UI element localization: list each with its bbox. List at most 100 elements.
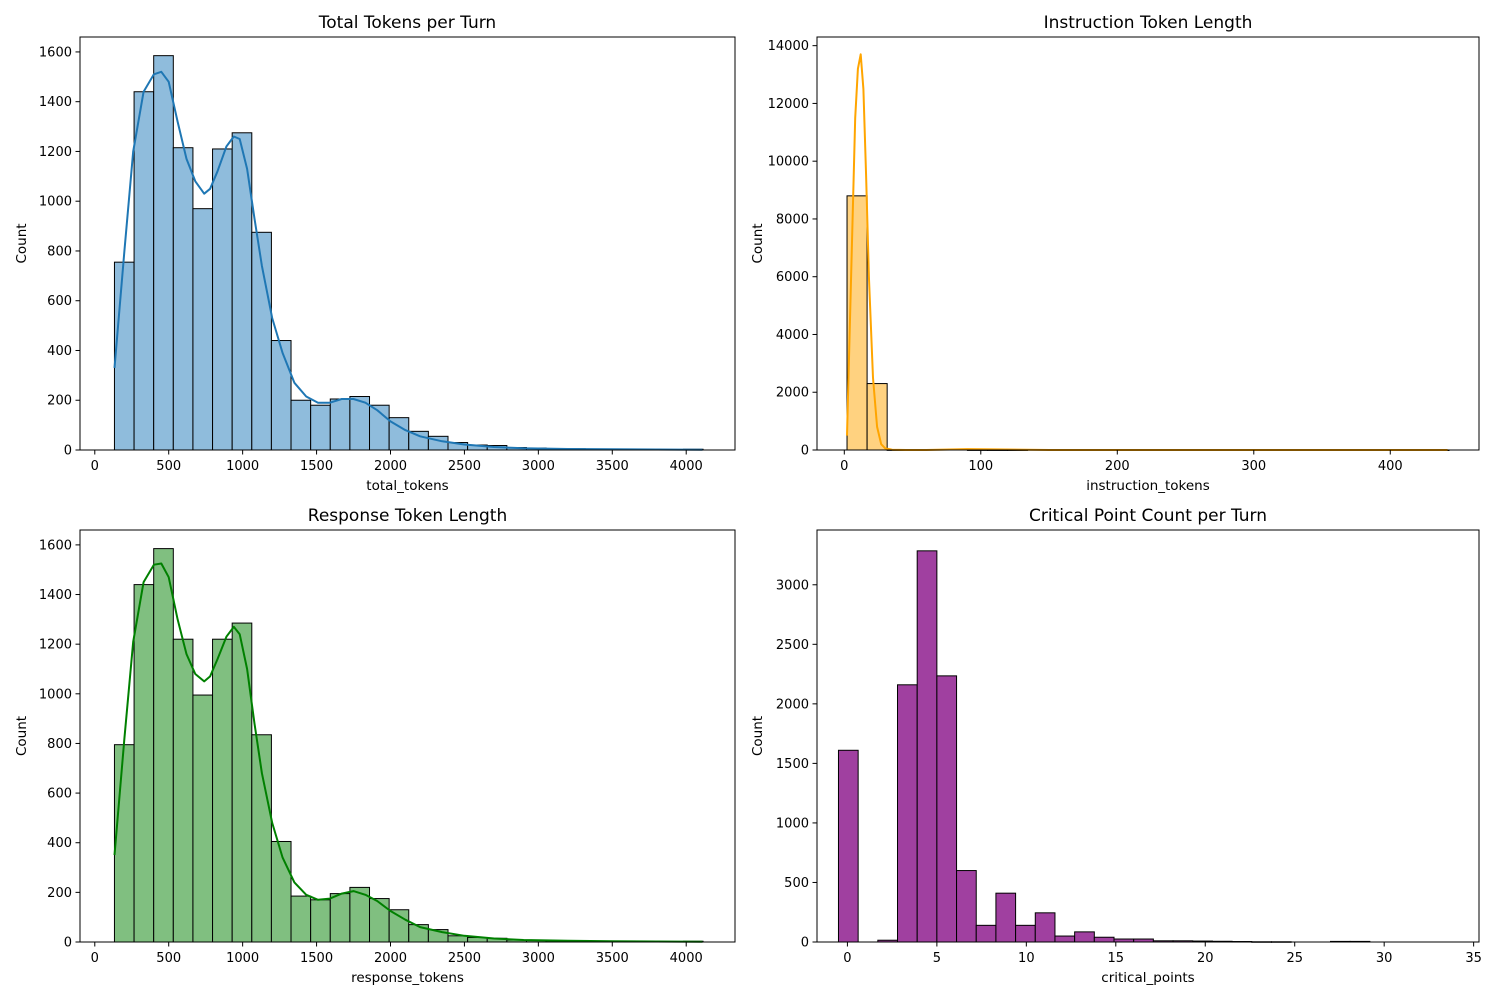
y-tick-label: 600	[47, 294, 72, 309]
y-tick-label: 0	[64, 444, 72, 459]
y-tick-label: 0	[64, 936, 72, 951]
y-tick-label: 2000	[776, 386, 809, 401]
y-tick-label: 1000	[39, 687, 72, 702]
bar	[975, 924, 997, 943]
bar	[936, 675, 958, 943]
x-tick-label: 0	[91, 951, 99, 966]
kde-line	[846, 53, 1448, 451]
y-tick-label: 500	[784, 876, 809, 891]
bar	[388, 909, 410, 943]
y-axis-label: Count	[750, 716, 766, 756]
x-axis-label: response_tokens	[351, 970, 464, 986]
kde-line	[113, 70, 703, 451]
x-tick-label: 20	[1197, 951, 1214, 966]
bar	[133, 584, 155, 943]
bar	[408, 430, 429, 451]
y-tick-label: 6000	[776, 270, 809, 285]
bar	[153, 548, 174, 943]
panel-instruction-tokens: 0 100 200 300 400020004000600080001000012000…	[750, 13, 1480, 494]
y-tick-label: 3000	[776, 578, 809, 593]
chart-title: Instruction Token Length	[1044, 13, 1253, 33]
bar	[290, 399, 312, 451]
bar	[956, 870, 977, 943]
bar	[192, 208, 214, 451]
bar	[113, 261, 135, 451]
axes-frame	[816, 529, 1480, 943]
y-tick-label: 14000	[768, 39, 809, 54]
y-tick-label: 2000	[776, 697, 809, 712]
x-tick-label: 0	[91, 459, 99, 474]
y-tick-label: 1400	[39, 588, 72, 603]
x-tick-label: 4000	[670, 951, 703, 966]
x-axis-label: total_tokens	[366, 478, 448, 494]
bar	[270, 840, 292, 943]
chart-title: Response Token Length	[308, 506, 507, 526]
y-tick-label: 1200	[39, 145, 72, 160]
x-tick-label: 0	[840, 459, 848, 474]
x-tick-label: 25	[1286, 951, 1303, 966]
axes-frame	[79, 529, 736, 943]
bar	[329, 398, 351, 451]
y-tick-label: 600	[47, 787, 72, 802]
y-tick-label: 1400	[39, 95, 72, 110]
y-tick-label: 0	[801, 444, 809, 459]
bar	[270, 340, 292, 451]
bar	[1015, 924, 1036, 943]
bar	[133, 91, 155, 451]
x-tick-label: 1000	[226, 951, 259, 966]
y-tick-label: 1200	[39, 638, 72, 653]
x-axis-label: critical_points	[1101, 970, 1194, 986]
x-tick-label: 2500	[448, 951, 481, 966]
x-tick-label: 300	[1241, 459, 1266, 474]
x-axis-label: instruction_tokens	[1086, 478, 1210, 494]
y-tick-label: 0	[801, 936, 809, 951]
chart-title: Total Tokens per Turn	[318, 13, 496, 33]
y-axis-label: Count	[14, 223, 30, 263]
bar	[916, 550, 938, 943]
y-tick-label: 200	[47, 886, 72, 901]
x-tick-label: 3500	[596, 459, 629, 474]
x-tick-label: 10	[1018, 951, 1035, 966]
kde-line	[113, 562, 703, 943]
x-tick-label: 15	[1108, 951, 1125, 966]
x-tick-label: 3000	[522, 951, 555, 966]
y-tick-label: 1000	[39, 195, 72, 210]
panel-total-tokens: 0 500 1000 1500 2000 2500 3000 3500 4000 0 200 400 6…	[14, 13, 736, 494]
bar	[329, 893, 351, 943]
x-tick-label: 1000	[226, 459, 259, 474]
bar	[290, 895, 312, 943]
bar	[1054, 935, 1076, 943]
x-tick-label: 100	[968, 459, 993, 474]
x-tick-label: 2000	[374, 951, 407, 966]
x-tick-label: 2000	[374, 459, 407, 474]
x-tick-label: 400	[1378, 459, 1403, 474]
y-tick-label: 800	[47, 737, 72, 752]
x-tick-label: 200	[1105, 459, 1130, 474]
y-tick-label: 800	[47, 244, 72, 259]
bar	[837, 749, 859, 943]
bar	[1074, 931, 1095, 943]
x-tick-label: 3500	[596, 951, 629, 966]
panel-response-tokens: 0 500 1000 1500 2000 2500 3000 3500 4000 0 200 400 6…	[14, 506, 736, 986]
bar	[995, 892, 1017, 943]
x-tick-label: 35	[1465, 951, 1482, 966]
y-tick-label: 400	[47, 344, 72, 359]
bar	[192, 694, 214, 943]
x-tick-label: 0	[843, 951, 851, 966]
bar	[231, 622, 253, 943]
y-tick-label: 10000	[768, 155, 809, 170]
y-axis-label: Count	[750, 223, 766, 263]
axes-frame	[79, 36, 736, 451]
x-tick-label: 3000	[522, 459, 555, 474]
bar	[113, 744, 135, 943]
x-tick-label: 4000	[670, 459, 703, 474]
bar	[897, 684, 918, 943]
y-tick-label: 8000	[776, 212, 809, 227]
bar	[1034, 912, 1056, 943]
y-tick-label: 12000	[768, 97, 809, 112]
axes-frame	[816, 36, 1480, 451]
y-tick-label: 1500	[776, 757, 809, 772]
bar	[310, 899, 331, 943]
y-tick-label: 4000	[776, 328, 809, 343]
